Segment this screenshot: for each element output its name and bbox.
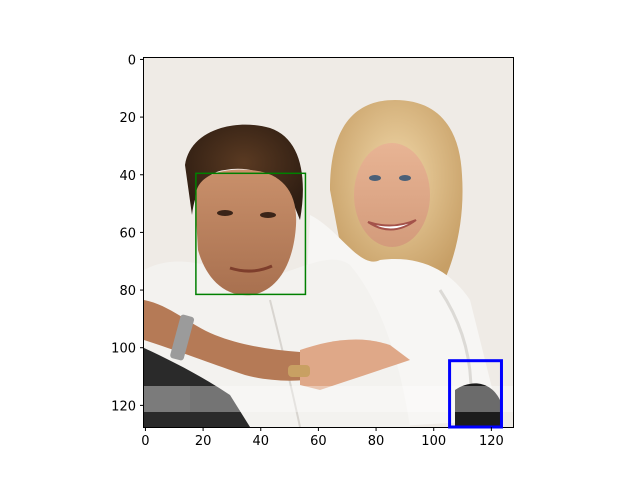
y-tick-label: 20 bbox=[119, 111, 136, 126]
x-tick-label: 60 bbox=[310, 434, 327, 449]
x-tick-label: 20 bbox=[195, 434, 212, 449]
x-axis-ticks: 0 20 40 60 80 100 120 bbox=[141, 427, 504, 449]
face-box-green bbox=[195, 172, 307, 296]
woman-arm bbox=[300, 339, 410, 390]
y-tick-label: 60 bbox=[119, 226, 136, 241]
bounding-boxes bbox=[195, 172, 503, 429]
y-tick-label: 80 bbox=[119, 284, 136, 299]
man-hair bbox=[185, 124, 303, 220]
watermark-banner bbox=[144, 386, 513, 412]
man-face bbox=[195, 169, 297, 296]
dark-clothing bbox=[144, 348, 250, 427]
y-axis-ticks: 0 20 40 60 80 100 120 bbox=[111, 53, 144, 414]
portrait-photo bbox=[144, 58, 513, 427]
x-tick-label: 120 bbox=[479, 434, 504, 449]
x-tick-label: 100 bbox=[421, 434, 446, 449]
y-tick-label: 40 bbox=[119, 169, 136, 184]
box-blue bbox=[448, 359, 503, 429]
axes-frame bbox=[143, 57, 514, 428]
x-tick-label: 80 bbox=[368, 434, 385, 449]
woman-face bbox=[354, 143, 430, 247]
x-tick-label: 40 bbox=[252, 434, 269, 449]
y-tick-label: 100 bbox=[111, 342, 136, 357]
man-arm bbox=[144, 300, 330, 381]
y-tick-label: 0 bbox=[128, 53, 136, 68]
y-tick-label: 120 bbox=[111, 399, 136, 414]
x-tick-label: 0 bbox=[141, 434, 149, 449]
